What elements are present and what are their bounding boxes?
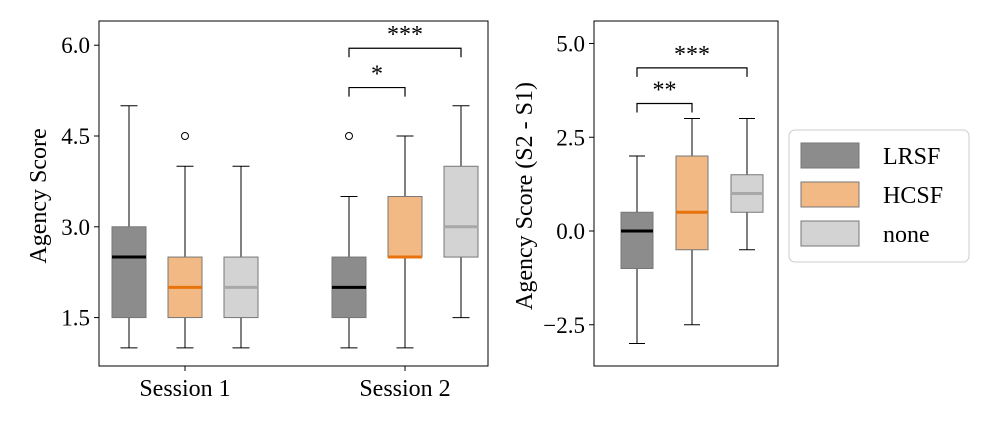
left-hcsf-1-outlier [181, 132, 189, 140]
right-sig-2-label: *** [674, 42, 710, 68]
left-yticks: 1.5 3.0 4.5 6.0 [61, 33, 99, 331]
right-boxes [620, 118, 764, 344]
left-boxes [111, 105, 479, 349]
right-panel: Agency Score (S2 - S1) −2.50.02.55.0 ***… [512, 20, 779, 367]
left-sig-2-label: *** [387, 22, 423, 48]
left-lrsf-2-outlier [345, 132, 353, 140]
left-lrsf-1-box [111, 105, 147, 349]
left-ytick-label: 4.5 [61, 124, 90, 149]
right-axes-frame [593, 20, 779, 367]
right-sig-1-bracket [636, 102, 693, 113]
right-ylabel: Agency Score (S2 - S1) [512, 82, 538, 310]
right-significance: ***** [636, 42, 748, 113]
left-hcsf-2-iqr-box [387, 196, 423, 258]
right-yticks: −2.5 0.0 2.5 5.0 [543, 32, 594, 338]
right-sig-2-bracket [636, 67, 748, 77]
right-hcsf-iqr-box [675, 155, 709, 251]
legend-items: LRSF HCSF none [800, 142, 943, 248]
left-significance: **** [348, 22, 462, 97]
left-hcsf-2-box [387, 135, 423, 349]
left-none-1-box [223, 165, 259, 349]
legend-swatch-hcsf [800, 181, 860, 208]
right-hcsf-box [675, 118, 709, 326]
right-ytick-label: 5.0 [556, 32, 585, 57]
right-lrsf-iqr-box [620, 211, 654, 269]
right-sig-1-label: ** [653, 78, 677, 104]
legend-swatch-lrsf [800, 142, 860, 169]
left-lrsf-2-box [331, 132, 367, 349]
right-none-box [730, 118, 764, 251]
legend-swatch-none [800, 220, 860, 247]
left-xtick-label: Session 2 [359, 376, 450, 402]
left-xticks: Session 1 Session 2 [139, 366, 451, 402]
left-ytick-label: 3.0 [61, 215, 90, 240]
right-lrsf-box [620, 155, 654, 344]
legend-label-hcsf: HCSF [883, 183, 943, 209]
left-sig-1-bracket [348, 86, 406, 97]
right-ytick-label: −2.5 [543, 313, 585, 338]
left-sig-1-label: * [371, 62, 383, 88]
left-hcsf-1-box [167, 132, 203, 349]
left-sig-2-bracket [348, 47, 462, 58]
right-ytick-label: 0.0 [556, 219, 585, 244]
left-panel: Agency Score 1.5 3.0 4.5 6.0 **** Session 1… [26, 20, 489, 402]
right-ytick-label: 2.5 [556, 125, 585, 150]
left-ytick-label: 1.5 [61, 306, 90, 331]
left-ytick-label: 6.0 [61, 33, 90, 58]
left-ylabel: Agency Score [26, 128, 52, 263]
left-axes-frame [98, 20, 489, 367]
legend: LRSF HCSF none [788, 129, 970, 263]
left-none-2-iqr-box [443, 165, 479, 258]
left-xtick-label: Session 1 [139, 376, 230, 402]
legend-label-none: none [883, 222, 930, 248]
left-none-2-box [443, 105, 479, 319]
legend-label-lrsf: LRSF [883, 144, 940, 170]
left-lrsf-1-iqr-box [111, 226, 147, 319]
